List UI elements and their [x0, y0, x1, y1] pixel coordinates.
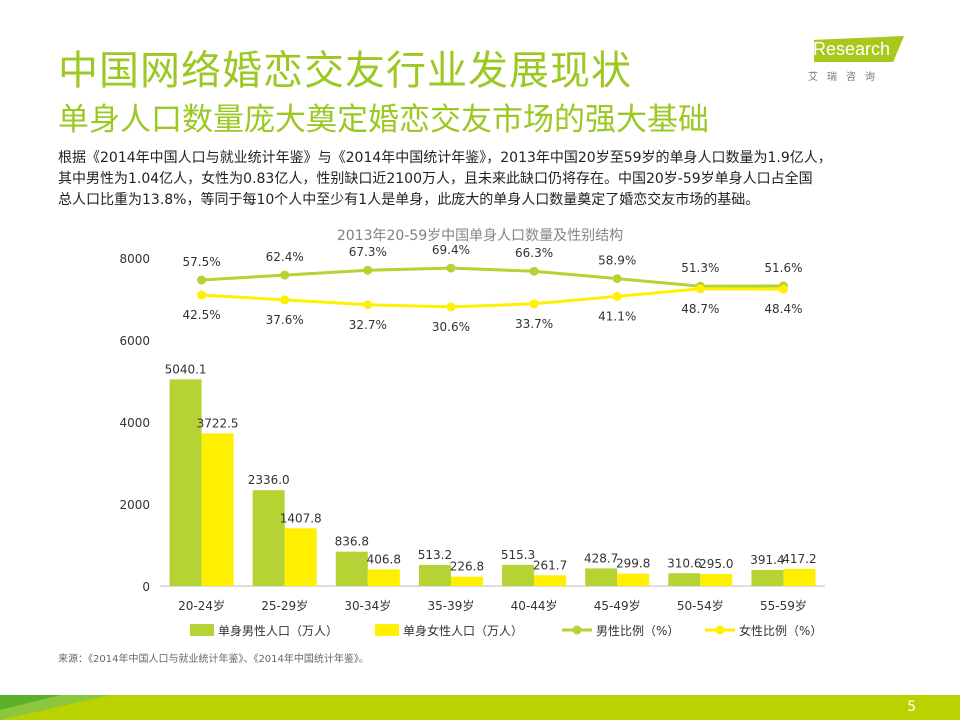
bar-label: 299.8: [616, 557, 650, 571]
bar-male: [418, 564, 451, 586]
bar-label: 1407.8: [280, 511, 322, 525]
y-tick-label: 2000: [119, 498, 150, 512]
body-line: 其中男性为1.04亿人，女性为0.83亿人，性别缺口近2100万人，且未来此缺口…: [58, 171, 813, 187]
source-note: 来源：《2014年中国人口与就业统计年鉴》、《2014年中国统计年鉴》。: [58, 654, 369, 665]
line-label: 51.6%: [764, 261, 802, 275]
bar-female: [617, 573, 650, 586]
y-tick-label: 8000: [119, 252, 150, 266]
line-label: 66.3%: [515, 246, 553, 260]
point-male: [197, 275, 207, 285]
point-female: [778, 284, 788, 294]
bar-male: [668, 573, 701, 586]
y-tick-label: 4000: [119, 416, 150, 430]
page-number: 5: [907, 699, 916, 715]
logo-cn: 艾瑞咨询: [808, 72, 884, 83]
x-tick-label: 30-34岁: [344, 598, 391, 613]
point-male: [612, 274, 622, 284]
bar-label: 515.3: [501, 548, 535, 562]
legend-swatch: [190, 624, 214, 636]
bar-male: [335, 551, 368, 586]
point-female: [280, 295, 290, 305]
point-female: [612, 291, 622, 301]
x-tick-label: 20-24岁: [178, 598, 225, 613]
point-male: [529, 266, 539, 276]
line-label: 57.5%: [183, 255, 221, 269]
x-tick-label: 35-39岁: [428, 598, 475, 613]
legend-label: 男性比例（%）: [596, 624, 679, 638]
x-tick-label: 50-54岁: [677, 598, 724, 613]
bar-female: [367, 569, 400, 586]
bar-female: [201, 433, 234, 586]
page-title: 中国网络婚恋交友行业发展现状: [58, 48, 632, 94]
point-female: [197, 290, 207, 300]
bar-label: 428.7: [584, 551, 618, 565]
bar-label: 5040.1: [165, 362, 207, 376]
bar-label: 417.2: [782, 552, 816, 566]
logo-text: iResearch: [809, 39, 891, 59]
bar-male: [751, 569, 784, 586]
line-label: 62.4%: [266, 250, 304, 264]
bar-female: [534, 575, 567, 586]
bar-female: [700, 573, 733, 586]
legend-label: 单身男性人口（万人）: [218, 623, 338, 638]
bar-male: [169, 379, 202, 586]
bar-male: [502, 564, 535, 586]
page-subtitle: 单身人口数量庞大奠定婚恋交友市场的强大基础: [58, 102, 709, 138]
bar-male: [252, 490, 285, 586]
line-label: 51.3%: [681, 261, 719, 275]
footer-band: 5: [0, 695, 960, 720]
line-label: 41.1%: [598, 309, 636, 323]
bar-male: [585, 568, 618, 586]
legend-label: 女性比例（%）: [739, 623, 822, 638]
bar-label: 513.2: [418, 548, 452, 562]
bar-label: 295.0: [699, 557, 733, 571]
bar-female: [783, 568, 816, 586]
chart-title: 2013年20-59岁中国单身人口数量及性别结构: [337, 228, 623, 244]
x-tick-label: 25-29岁: [261, 598, 308, 613]
line-male: [201, 266, 784, 288]
line-label: 67.3%: [349, 245, 387, 259]
point-male: [280, 270, 290, 280]
x-tick-label: 40-44岁: [511, 598, 558, 613]
x-tick-label: 45-49岁: [594, 598, 641, 613]
line-label: 48.4%: [764, 302, 802, 316]
point-male: [446, 263, 456, 273]
bar-label: 406.8: [367, 552, 401, 566]
body-text: 根据《2014年中国人口与就业统计年鉴》与《2014年中国统计年鉴》，2013年…: [58, 148, 928, 211]
bar-label: 310.6: [667, 556, 701, 570]
line-label: 42.5%: [183, 308, 221, 322]
legend-marker: [572, 625, 582, 635]
point-female: [446, 302, 456, 312]
x-tick-label: 55-59岁: [760, 598, 807, 613]
body-line: 根据《2014年中国人口与就业统计年鉴》与《2014年中国统计年鉴》，2013年…: [58, 150, 832, 166]
line-label: 30.6%: [432, 320, 470, 334]
bar-label: 261.7: [533, 558, 567, 572]
line-label: 33.7%: [515, 317, 553, 331]
y-tick-label: 6000: [119, 334, 150, 348]
legend-label: 单身女性人口（万人）: [403, 623, 523, 638]
line-label: 48.7%: [681, 302, 719, 316]
point-female: [529, 299, 539, 309]
line-label: 58.9%: [598, 254, 636, 268]
body-line: 总人口比重为13.8%，等同于每10个人中至少有1人是单身，此庞大的单身人口数量…: [58, 192, 760, 208]
bar-label: 226.8: [450, 560, 484, 574]
bar-label: 836.8: [335, 535, 369, 549]
line-label: 32.7%: [349, 318, 387, 332]
bar-label: 3722.5: [197, 416, 239, 430]
legend-marker: [715, 625, 725, 635]
line-label: 69.4%: [432, 243, 470, 257]
legend-swatch: [375, 624, 399, 636]
bar-female: [450, 576, 483, 586]
iresearch-logo: iResearch 艾瑞咨询: [806, 36, 906, 84]
y-tick-label: 0: [142, 580, 150, 594]
bar-label: 2336.0: [248, 473, 290, 487]
bar-label: 391.4: [750, 553, 784, 567]
bar-female: [284, 528, 317, 586]
point-female: [695, 284, 705, 294]
point-male: [363, 265, 373, 275]
line-label: 37.6%: [266, 313, 304, 327]
line-female: [201, 287, 784, 309]
point-female: [363, 300, 373, 310]
